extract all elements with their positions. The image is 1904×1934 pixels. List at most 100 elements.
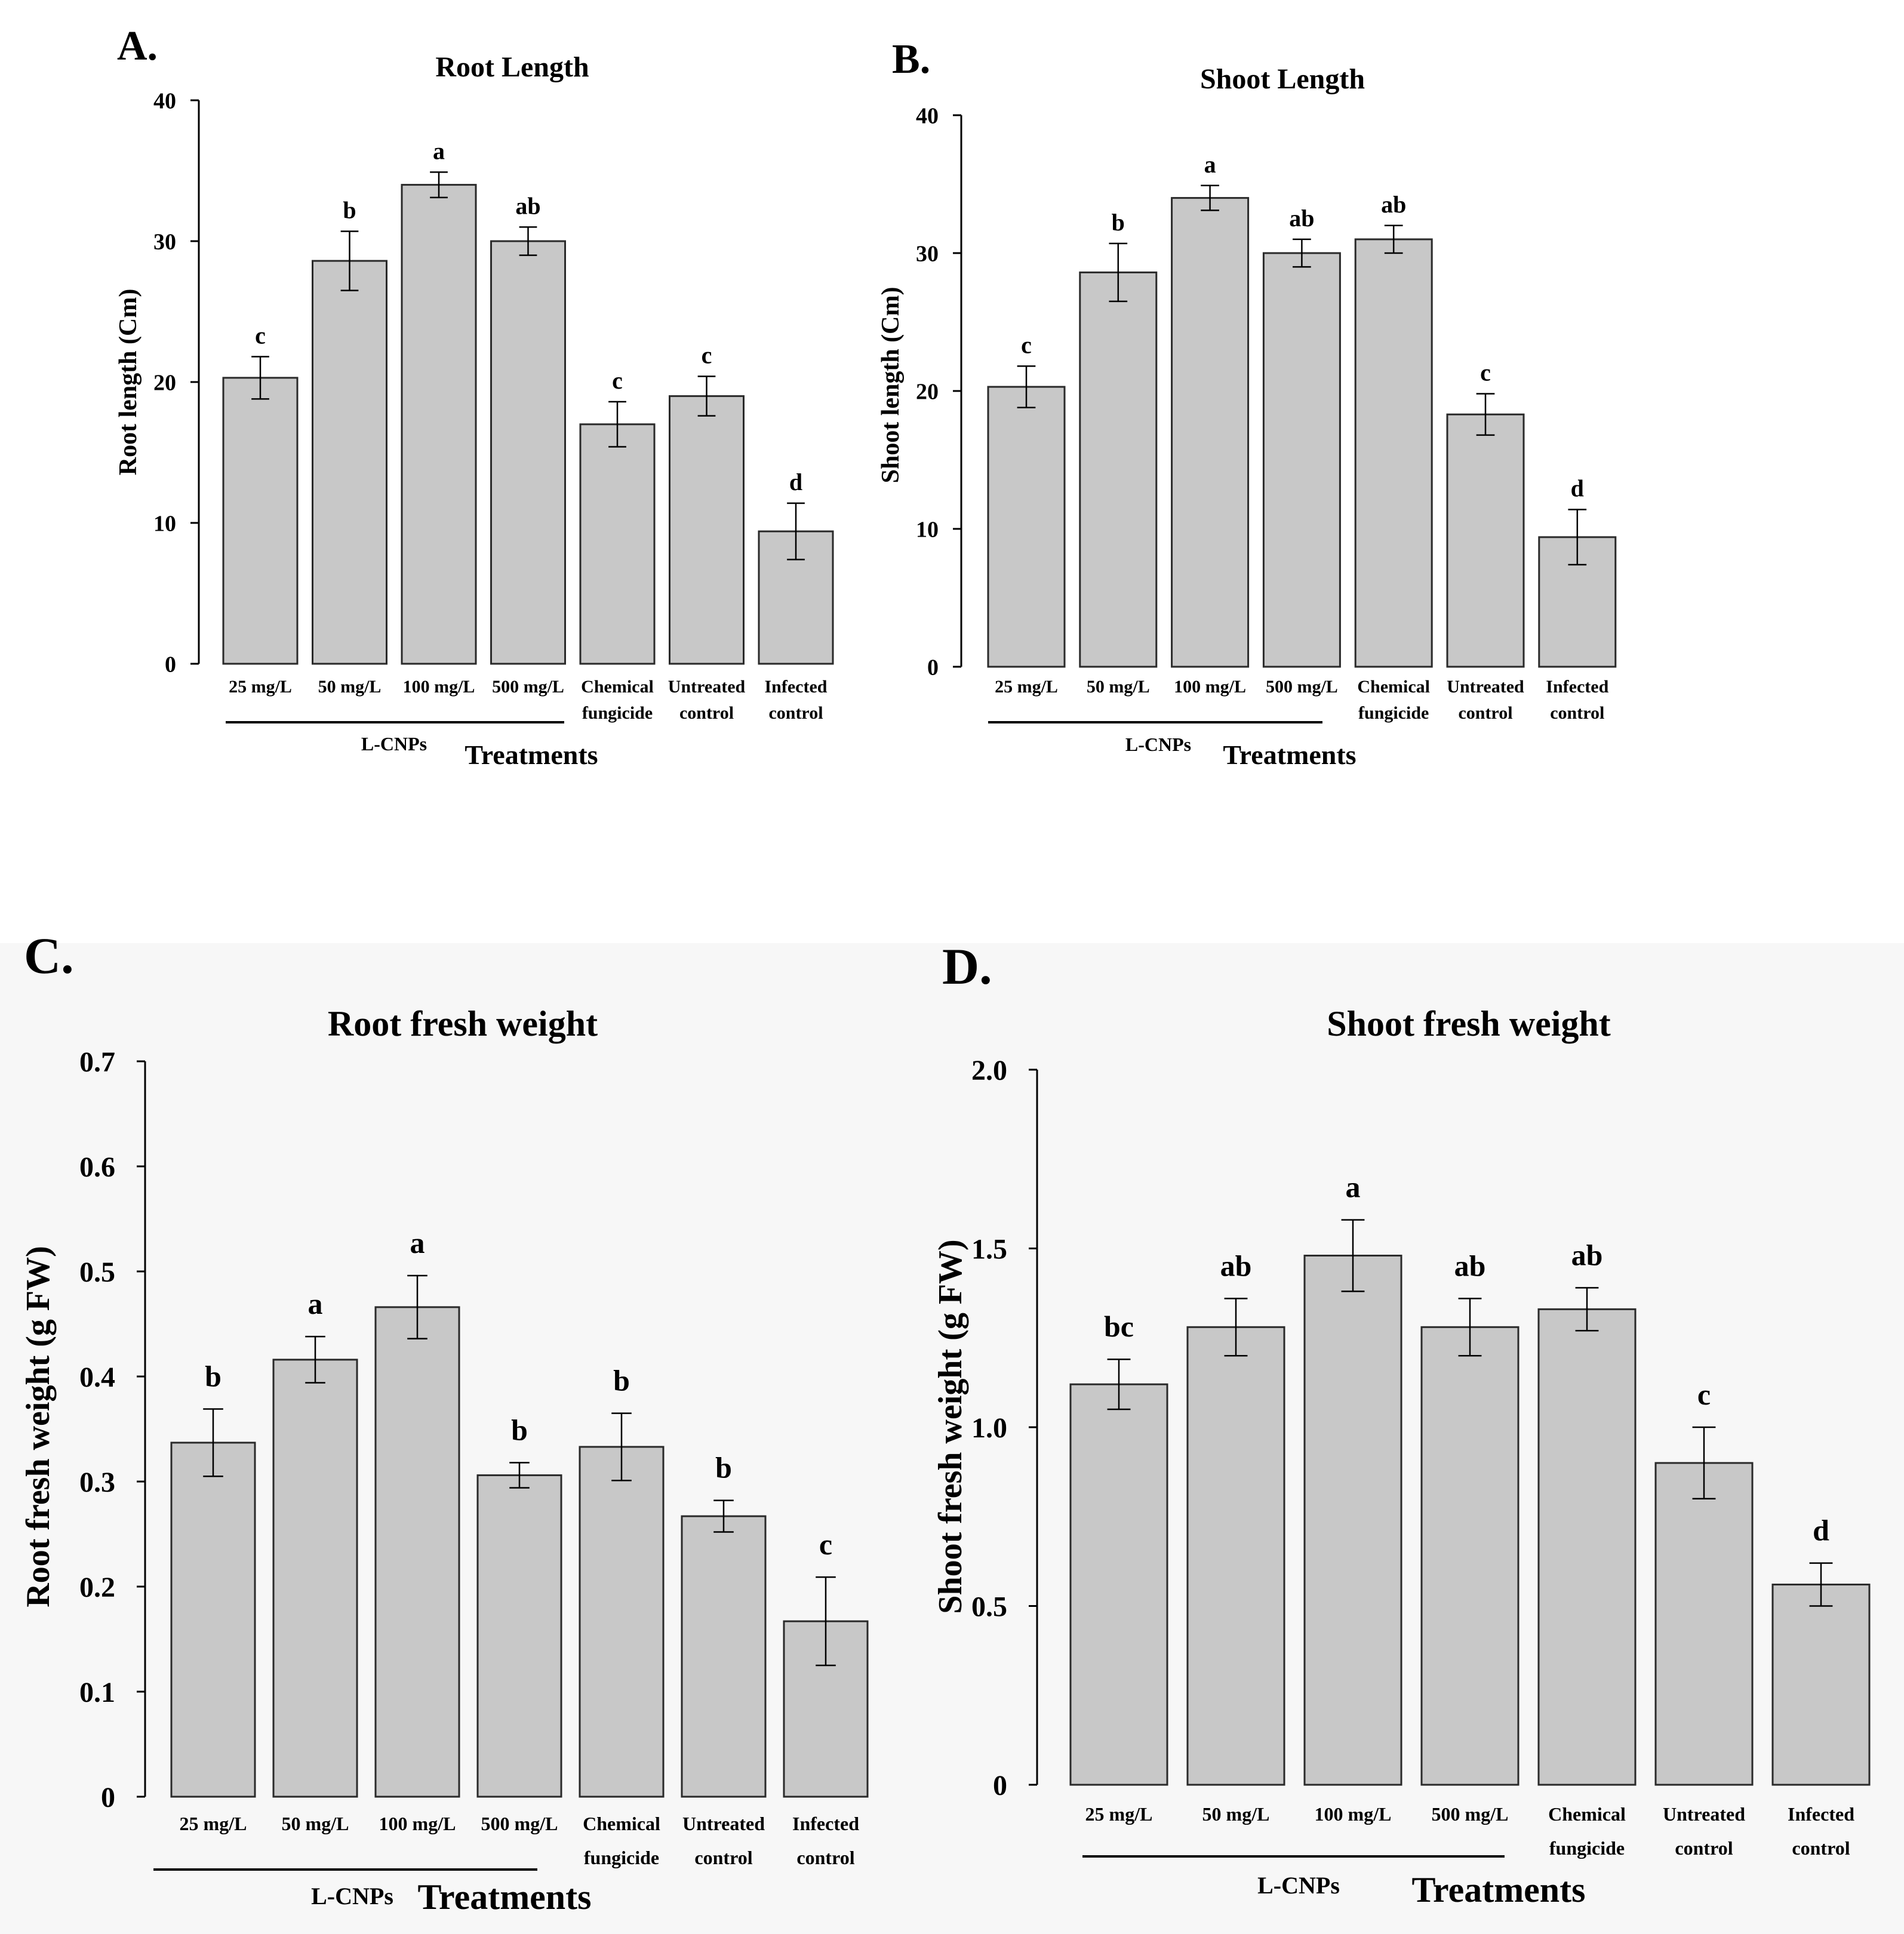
group-label: L-CNPs (1257, 1872, 1340, 1899)
y-axis-label: Shoot length (Cm) (877, 287, 905, 483)
x-axis-label: Treatments (465, 740, 598, 770)
y-tick-label: 0 (101, 1782, 115, 1813)
bar-2 (1186, 1326, 1285, 1786)
significance-letter: a (1204, 151, 1216, 178)
significance-letter: ab (1454, 1249, 1486, 1282)
y-tick-label: 30 (916, 241, 939, 266)
category-label: Chemical (1548, 1803, 1626, 1825)
significance-letter: a (1346, 1171, 1361, 1204)
bar-6 (669, 395, 745, 665)
category-label: Untreated (682, 1813, 765, 1834)
chart-panel-c: C. Root fresh weight 0 0.1 0.2 0.3 0.4 0.5 0.6 0.… (20, 927, 869, 1917)
category-label: Untreated (668, 677, 746, 697)
y-axis-label: Shoot fresh weight (g FW) (932, 1239, 969, 1613)
category-label: 100 mg/L (379, 1813, 456, 1834)
y-tick-label: 2.0 (971, 1055, 1007, 1086)
chart-title: Root fresh weight (328, 1004, 598, 1043)
category-label: Chemical (581, 677, 654, 697)
y-tick-label: 0.4 (79, 1362, 115, 1393)
group-label: L-CNPs (311, 1883, 393, 1910)
category-label: 50 mg/L (1087, 677, 1150, 697)
y-tick-label: 0.7 (79, 1046, 115, 1078)
category-label: Infected (1788, 1803, 1854, 1825)
category-label: control (679, 703, 734, 723)
bar-6 (1654, 1462, 1754, 1786)
y-tick-label: 0.5 (79, 1257, 115, 1288)
significance-letter: d (1571, 475, 1584, 502)
category-label: fungicide (584, 1847, 659, 1868)
chart-title: Shoot Length (1200, 63, 1365, 95)
category-label: Infected (1546, 677, 1608, 697)
category-label: control (796, 1847, 854, 1868)
x-axis-label: Treatments (1223, 740, 1356, 770)
significance-letter: a (410, 1226, 425, 1259)
bar-1 (222, 377, 299, 665)
y-axis-label: Root length (Cm) (115, 289, 142, 476)
chart-panel-d: D. Shoot fresh weight 0 0.5 1.0 1.5 2.0 Shoot f… (932, 938, 1871, 1910)
y-tick-label: 0.1 (79, 1677, 115, 1708)
y-tick-label: 0.3 (79, 1467, 115, 1498)
category-label: 50 mg/L (318, 677, 382, 697)
bar-1 (1069, 1383, 1168, 1786)
bar-5 (1537, 1308, 1637, 1786)
bar-6 (1446, 413, 1525, 668)
bar-3 (374, 1306, 460, 1798)
significance-letter: c (1021, 331, 1032, 358)
significance-letter: ab (515, 192, 540, 219)
y-tick-label: 40 (153, 88, 176, 113)
bar-3 (1303, 1254, 1402, 1786)
category-label: 25 mg/L (180, 1813, 247, 1834)
category-label: control (694, 1847, 752, 1868)
category-label: 50 mg/L (1202, 1803, 1270, 1825)
category-label: 50 mg/L (282, 1813, 349, 1834)
bar-2 (272, 1359, 358, 1798)
significance-letter: b (343, 196, 356, 223)
category-label: Untreated (1663, 1803, 1745, 1825)
significance-letter: ab (1381, 191, 1406, 218)
category-label: 100 mg/L (1174, 677, 1246, 697)
significance-letter: c (612, 367, 623, 394)
y-tick-label: 0.5 (971, 1591, 1007, 1622)
y-tick-label: 10 (153, 511, 176, 536)
bar-5 (1354, 238, 1433, 668)
category-label: 25 mg/L (995, 677, 1058, 697)
category-label: 500 mg/L (1432, 1803, 1509, 1825)
significance-letter: b (1112, 209, 1125, 236)
y-tick-label: 0.2 (79, 1572, 115, 1603)
significance-letter: c (702, 342, 712, 369)
panel-letter: A. (117, 23, 158, 69)
y-tick-label: 40 (916, 103, 939, 128)
bar-6 (681, 1515, 767, 1798)
bar-3 (1171, 197, 1250, 668)
category-label: Infected (792, 1813, 859, 1834)
category-label: 100 mg/L (403, 677, 475, 697)
x-axis-label: Treatments (417, 1877, 591, 1917)
bar-5 (579, 423, 656, 665)
category-label: control (768, 703, 823, 723)
significance-letter: ab (1220, 1249, 1252, 1282)
category-label: Untreated (1447, 677, 1524, 697)
chart-panel-a: A. Root Length 0 10 20 30 40 Root length (Cm) c 2… (115, 23, 834, 770)
chart-title: Root Length (435, 51, 589, 83)
category-label: 500 mg/L (492, 677, 564, 697)
category-label: Infected (765, 677, 828, 697)
y-tick-label: 10 (916, 517, 939, 542)
bar-2 (312, 260, 387, 665)
category-label: 500 mg/L (481, 1813, 558, 1834)
y-tick-label: 20 (916, 379, 939, 404)
category-label: 100 mg/L (1315, 1803, 1392, 1825)
bar-7 (1771, 1584, 1871, 1786)
significance-letter: a (308, 1287, 323, 1320)
panel-letter: C. (24, 927, 74, 984)
significance-letter: a (433, 137, 445, 164)
y-tick-label: 0 (165, 652, 176, 677)
group-label: L-CNPs (1125, 734, 1191, 755)
category-label: Chemical (1357, 677, 1430, 697)
category-label: fungicide (1549, 1837, 1625, 1859)
y-tick-label: 1.0 (971, 1412, 1007, 1444)
significance-letter: c (1480, 359, 1491, 386)
significance-letter: ab (1571, 1238, 1603, 1271)
significance-letter: b (715, 1451, 732, 1485)
significance-letter: b (205, 1360, 222, 1393)
significance-letter: ab (1289, 205, 1314, 232)
